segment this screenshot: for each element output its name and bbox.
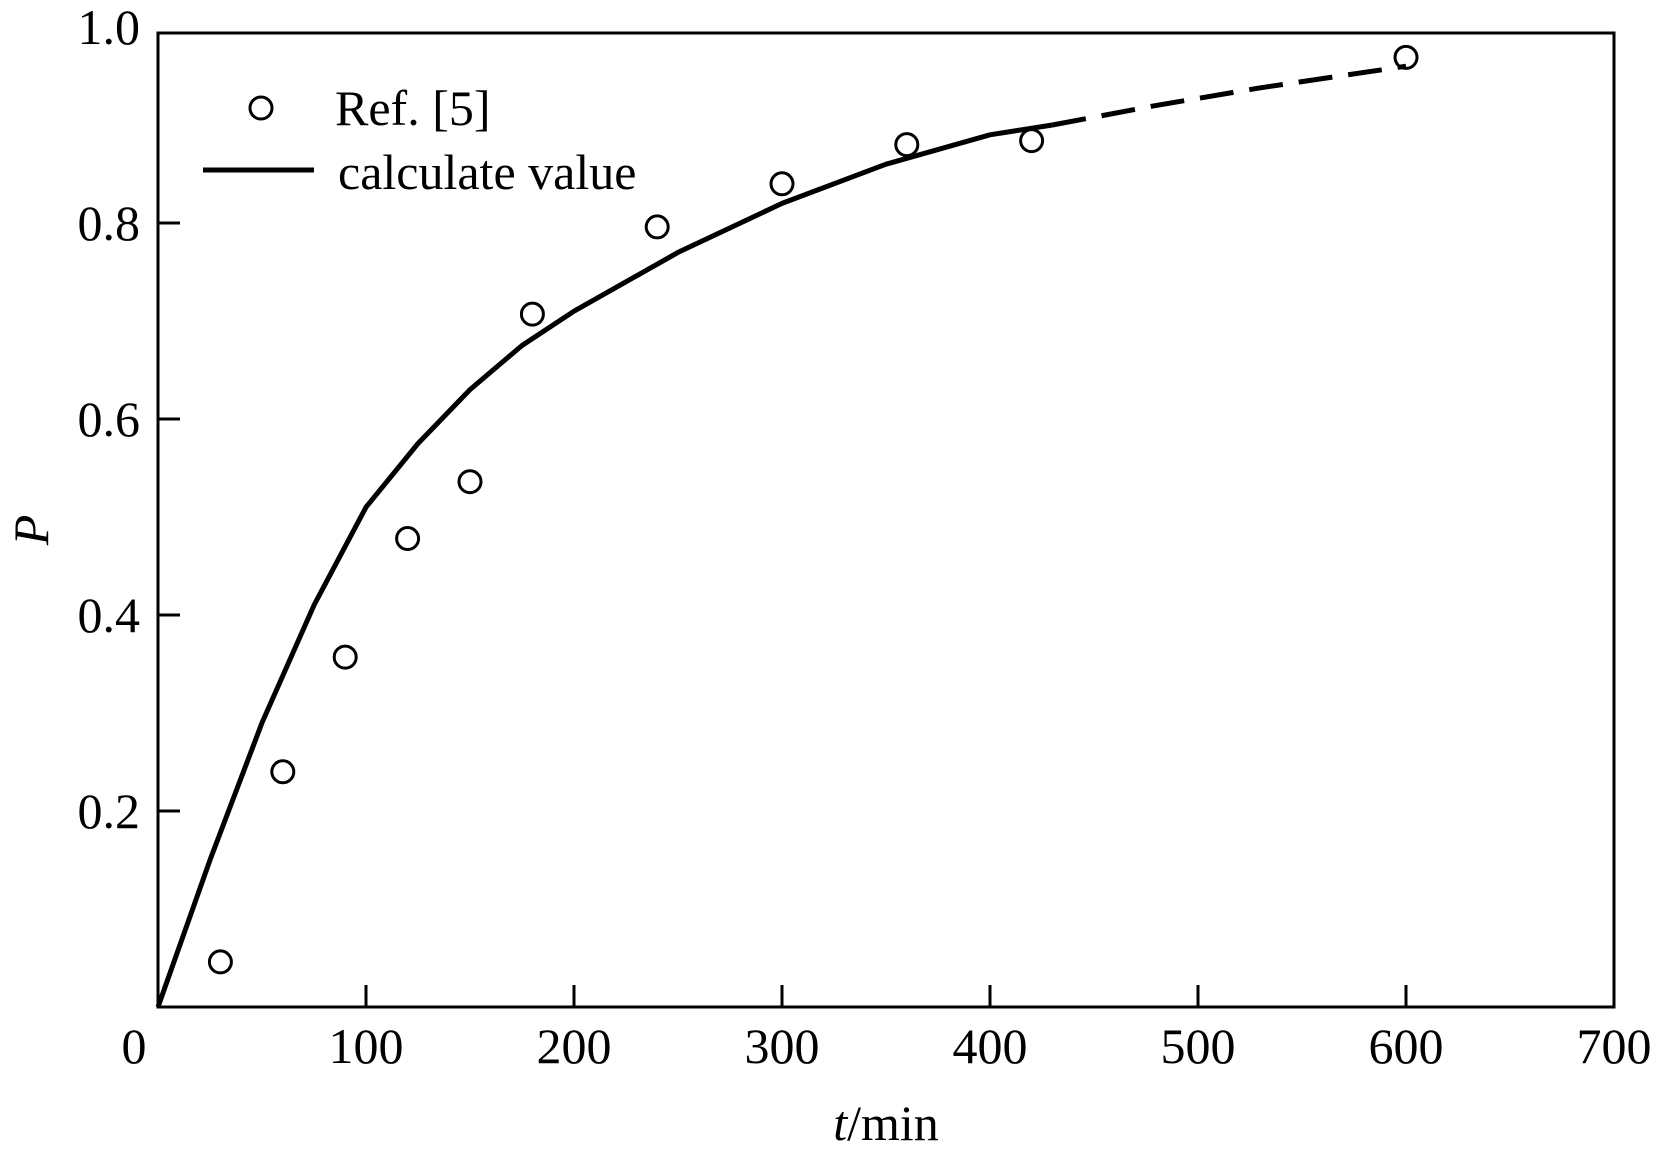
legend: Ref. [5] calculate value <box>203 80 636 200</box>
data-point <box>644 214 670 240</box>
x-tick-label: 100 <box>329 1018 404 1074</box>
y-axis: 0.2 0.4 0.6 0.8 1.0 <box>78 0 180 839</box>
y-tick-label: 0.6 <box>78 391 141 447</box>
data-point <box>457 469 483 495</box>
data-point <box>894 132 920 158</box>
y-tick-label: 1.0 <box>78 0 141 55</box>
plot-frame <box>156 31 1616 1009</box>
legend-label-ref: Ref. [5] <box>335 80 491 136</box>
x-axis-label: t/min <box>833 1095 939 1151</box>
data-point <box>270 759 296 785</box>
x-tick-label: 200 <box>537 1018 612 1074</box>
y-axis-label: P <box>3 515 59 547</box>
legend-label-calc: calculate value <box>338 144 636 200</box>
data-point <box>769 171 795 197</box>
extrapolated-line <box>1051 63 1407 128</box>
x-tick-label: 500 <box>1161 1018 1236 1074</box>
x-tick-label: 300 <box>745 1018 820 1074</box>
data-point <box>1019 128 1045 154</box>
data-point <box>519 301 545 327</box>
y-tick-label: 0.4 <box>78 587 141 643</box>
x-tick-label: 700 <box>1577 1018 1652 1074</box>
data-point <box>207 949 233 975</box>
data-point <box>395 526 421 552</box>
x-tick-label: 0 <box>122 1018 147 1074</box>
data-point <box>332 644 358 670</box>
x-axis: 0 100 200 300 400 500 600 700 <box>122 985 1652 1074</box>
lines <box>155 63 1407 1008</box>
x-tick-label: 600 <box>1369 1018 1444 1074</box>
points <box>207 44 1419 975</box>
y-tick-label: 0.8 <box>78 195 141 251</box>
x-tick-label: 400 <box>953 1018 1028 1074</box>
y-tick-label: 0.2 <box>78 783 141 839</box>
data-point <box>1393 44 1419 70</box>
legend-marker-ref <box>248 95 274 121</box>
calculated-line <box>155 122 1053 1008</box>
